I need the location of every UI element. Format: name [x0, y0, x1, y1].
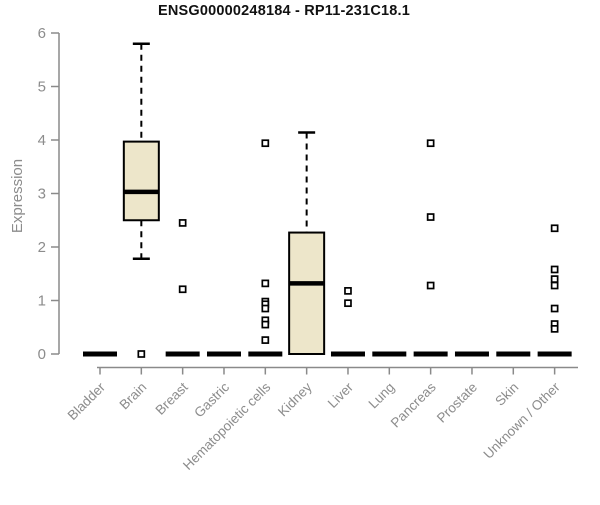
outlier-point-breast [178, 219, 187, 227]
outlier-point-pancreas [426, 281, 435, 290]
outlier-point-pancreas [426, 213, 435, 221]
outlier-point-pancreas [426, 139, 435, 148]
collapsed-box-prostate [454, 351, 489, 357]
outlier-point-unknown-other [550, 265, 559, 274]
y-tick-label: 2 [38, 239, 46, 256]
x-tick-label-lung: Lung [366, 380, 398, 412]
outlier-point-hematopoietic-cells [261, 336, 270, 344]
outlier-point-brain [137, 350, 146, 358]
x-tick-label-prostate: Prostate [434, 380, 480, 426]
x-tick-label-liver: Liver [325, 379, 357, 411]
outlier-point-unknown-other [550, 275, 559, 283]
y-tick-label: 4 [38, 132, 46, 149]
outlier-point-hematopoietic-cells [261, 320, 270, 329]
x-tick-label-bladder: Bladder [65, 379, 109, 423]
collapsed-box-unknown-other [537, 351, 572, 357]
box-kidney [288, 231, 326, 355]
outlier-point-hematopoietic-cells [261, 304, 270, 313]
x-tick-label-brain: Brain [117, 380, 150, 413]
outlier-point-hematopoietic-cells [261, 279, 270, 288]
y-tick-label: 5 [38, 79, 46, 96]
collapsed-box-hematopoietic-cells [248, 351, 283, 357]
outlier-point-liver [344, 287, 352, 295]
collapsed-box-skin [496, 351, 531, 357]
collapsed-box-bladder [83, 351, 117, 357]
collapsed-box-liver [330, 351, 365, 357]
collapsed-box-breast [165, 351, 200, 357]
y-axis-label: Expression [9, 158, 26, 234]
box-brain [122, 140, 160, 222]
y-tick-label: 6 [38, 25, 46, 42]
y-tick-label: 1 [38, 293, 46, 310]
y-tick-label: 3 [38, 186, 46, 203]
outlier-point-liver [344, 299, 352, 308]
x-tick-label-unknown-other: Unknown / Other [481, 379, 564, 462]
x-tick-label-pancreas: Pancreas [388, 379, 439, 430]
outlier-point-unknown-other [550, 281, 559, 290]
x-tick-label-breast: Breast [153, 379, 191, 417]
y-tick-label: 0 [38, 346, 46, 363]
outlier-point-unknown-other [550, 304, 559, 313]
x-tick-label-gastric: Gastric [191, 379, 232, 420]
x-tick-label-kidney: Kidney [275, 379, 315, 419]
outlier-point-hematopoietic-cells [261, 139, 270, 148]
collapsed-box-lung [372, 351, 407, 357]
outlier-point-breast [178, 285, 187, 294]
chart-title: ENSG00000248184 - RP11-231C18.1 [157, 3, 411, 19]
outlier-point-unknown-other [550, 224, 559, 233]
collapsed-box-pancreas [413, 351, 448, 357]
x-tick-label-skin: Skin [492, 380, 521, 409]
collapsed-box-gastric [206, 351, 241, 357]
outlier-point-unknown-other [550, 325, 559, 333]
